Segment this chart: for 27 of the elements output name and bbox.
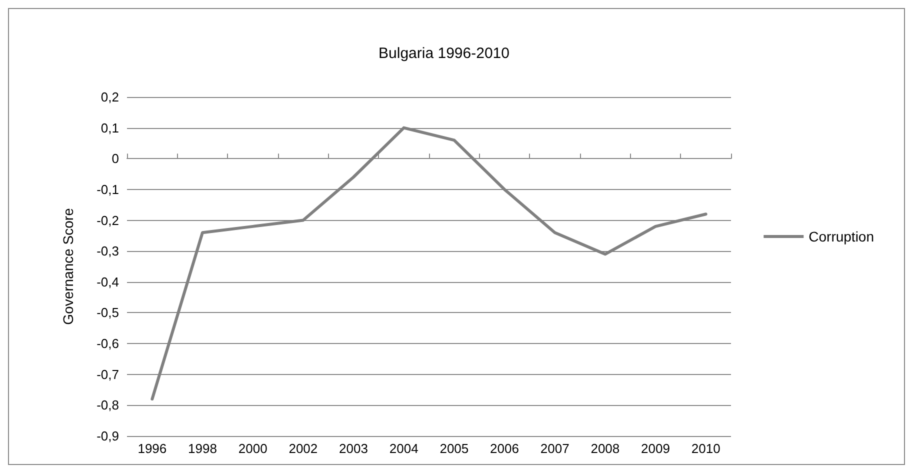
legend-label: Corruption — [808, 228, 874, 244]
y-tick-label: -0,2 — [96, 212, 119, 228]
x-tick-label: 1996 — [138, 441, 167, 456]
x-tick-label: 2007 — [540, 441, 570, 456]
x-tick-label: 2006 — [490, 441, 519, 456]
x-tick-label: 2009 — [641, 441, 670, 456]
y-tick-label: -0,6 — [96, 336, 119, 352]
x-tick-label: 2008 — [590, 441, 620, 456]
x-tick-label: 2004 — [389, 441, 418, 456]
x-tick-label: 1998 — [188, 441, 217, 456]
y-tick-label: -0,1 — [96, 182, 119, 197]
chart-title: Bulgaria 1996-2010 — [378, 45, 510, 62]
y-tick-label: 0,1 — [100, 120, 119, 136]
y-tick-label: 0 — [112, 151, 119, 166]
y-tick-label: -0,7 — [96, 366, 119, 382]
y-axis-title: Governance Score — [60, 208, 76, 325]
x-tick-label: 2003 — [339, 441, 368, 456]
x-tick-label: 2005 — [440, 441, 469, 456]
y-tick-label: -0,4 — [96, 274, 119, 290]
y-tick-label: -0,8 — [96, 398, 119, 413]
y-tick-label: 0,2 — [100, 90, 119, 104]
x-tick-label: 2000 — [238, 441, 268, 456]
y-tick-label: -0,9 — [96, 428, 119, 444]
x-tick-label: 2010 — [691, 441, 720, 456]
x-tick-label: 2002 — [288, 441, 318, 456]
y-tick-label: -0,3 — [96, 244, 119, 259]
y-tick-label: -0,5 — [96, 305, 119, 320]
